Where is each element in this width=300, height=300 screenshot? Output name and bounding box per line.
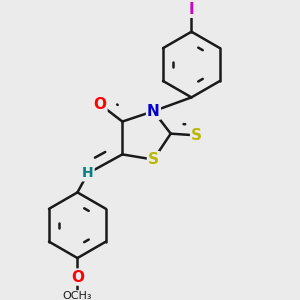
- Text: O: O: [93, 97, 106, 112]
- Text: S: S: [148, 152, 159, 167]
- Text: I: I: [189, 2, 194, 17]
- Text: S: S: [191, 128, 202, 143]
- Text: OCH₃: OCH₃: [63, 291, 92, 300]
- Text: N: N: [147, 104, 160, 119]
- Text: H: H: [82, 167, 94, 180]
- Text: O: O: [71, 270, 84, 285]
